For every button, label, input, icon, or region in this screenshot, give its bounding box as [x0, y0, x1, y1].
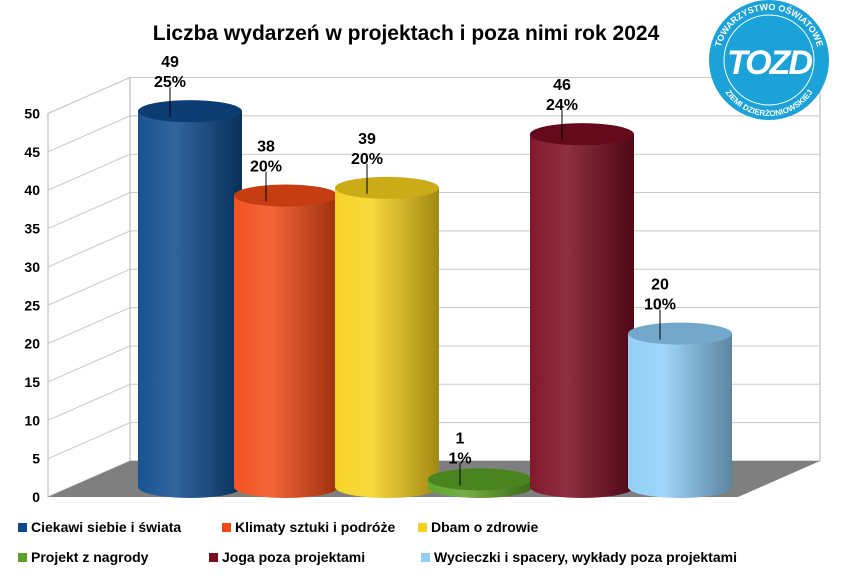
- value-label: 20: [651, 277, 669, 294]
- legend-label: Joga poza projektami: [222, 549, 366, 565]
- data-labels: 49 25% 38 20% 39 20% 1 1% 46 24% 20 10%: [154, 54, 676, 486]
- legend-item-klimaty: Klimaty sztuki i podróże: [222, 519, 418, 535]
- legend: Ciekawi siebie i świata Klimaty sztuki i…: [18, 512, 838, 572]
- bar-3: [335, 176, 439, 498]
- logo-mark: TOZD: [727, 44, 812, 82]
- legend-swatch: [209, 552, 218, 562]
- y-tick-label: 40: [24, 182, 40, 198]
- percent-label: 20%: [351, 151, 383, 168]
- y-tick-label: 35: [24, 221, 40, 237]
- logo-circle: [709, 0, 829, 120]
- value-label: 1: [456, 430, 465, 447]
- bar-2: [234, 184, 338, 499]
- grid-line: [47, 115, 820, 153]
- value-label: 46: [553, 77, 571, 94]
- percent-label: 10%: [644, 297, 676, 314]
- bar-top: [628, 322, 732, 345]
- bar-4: [428, 468, 532, 498]
- legend-swatch: [421, 552, 430, 562]
- percent-label: 1%: [448, 450, 471, 467]
- tozd-logo: TOWARZYSTWO OŚWIATOWE ZIEMI DZIERŻONIOWS…: [709, 0, 829, 120]
- y-tick-label: 0: [32, 489, 40, 505]
- y-tick-label: 45: [24, 144, 40, 160]
- y-tick-label: 25: [24, 297, 40, 313]
- y-tick-label: 20: [24, 336, 40, 352]
- legend-item-ciekawi: Ciekawi siebie i świata: [18, 519, 222, 535]
- legend-label: Wycieczki i spacery, wykłady poza projek…: [434, 549, 737, 565]
- value-label: 39: [358, 131, 376, 148]
- bars: [138, 100, 732, 499]
- legend-row-1: Ciekawi siebie i świata Klimaty sztuki i…: [18, 512, 838, 542]
- bar-6: [628, 322, 732, 498]
- legend-item-dbam: Dbam o zdrowie: [418, 519, 538, 535]
- legend-label: Dbam o zdrowie: [431, 519, 539, 535]
- bar-body: [234, 195, 338, 499]
- chart-title: Liczba wydarzeń w projektach i poza nimi…: [153, 22, 660, 45]
- bar-1: [138, 100, 242, 499]
- legend-item-joga: Joga poza projektami: [209, 549, 421, 565]
- percent-label: 25%: [154, 74, 186, 91]
- bar-5: [530, 123, 634, 498]
- legend-swatch: [222, 522, 231, 532]
- legend-row-2: Projekt z nagrody Joga poza projektami W…: [18, 542, 838, 572]
- y-tick-label: 5: [32, 451, 40, 467]
- bar-body: [628, 333, 732, 498]
- legend-swatch: [18, 552, 27, 562]
- legend-label: Projekt z nagrody: [31, 549, 149, 565]
- bar-chart: Liczba wydarzeń w projektach i poza nimi…: [24, 0, 829, 506]
- bar-top: [428, 468, 532, 491]
- legend-item-projekt: Projekt z nagrody: [18, 549, 209, 565]
- value-label: 38: [257, 139, 275, 156]
- bar-top: [234, 184, 338, 207]
- value-label: 49: [161, 54, 179, 71]
- legend-item-wycieczki: Wycieczki i spacery, wykłady poza projek…: [421, 549, 737, 565]
- bar-body: [138, 111, 242, 499]
- y-tick-label: 15: [24, 374, 40, 390]
- y-tick-label: 10: [24, 412, 40, 428]
- bar-top: [138, 100, 242, 123]
- legend-swatch: [18, 522, 27, 532]
- percent-label: 24%: [546, 97, 578, 114]
- legend-swatch: [418, 522, 427, 532]
- bar-body: [335, 187, 439, 498]
- y-tick-label: 50: [24, 106, 40, 122]
- legend-label: Klimaty sztuki i podróże: [235, 519, 396, 535]
- percent-label: 20%: [250, 159, 282, 176]
- bar-top: [335, 176, 439, 199]
- bar-top: [530, 123, 634, 146]
- legend-label: Ciekawi siebie i świata: [31, 519, 182, 535]
- grid-line: [47, 77, 820, 114]
- y-axis-ticks: 0 5 10 15 20 25 30 35 40 45 50: [24, 106, 40, 506]
- bar-body: [530, 134, 634, 498]
- logo-inner-ring: [723, 14, 815, 106]
- y-tick-label: 30: [24, 259, 40, 275]
